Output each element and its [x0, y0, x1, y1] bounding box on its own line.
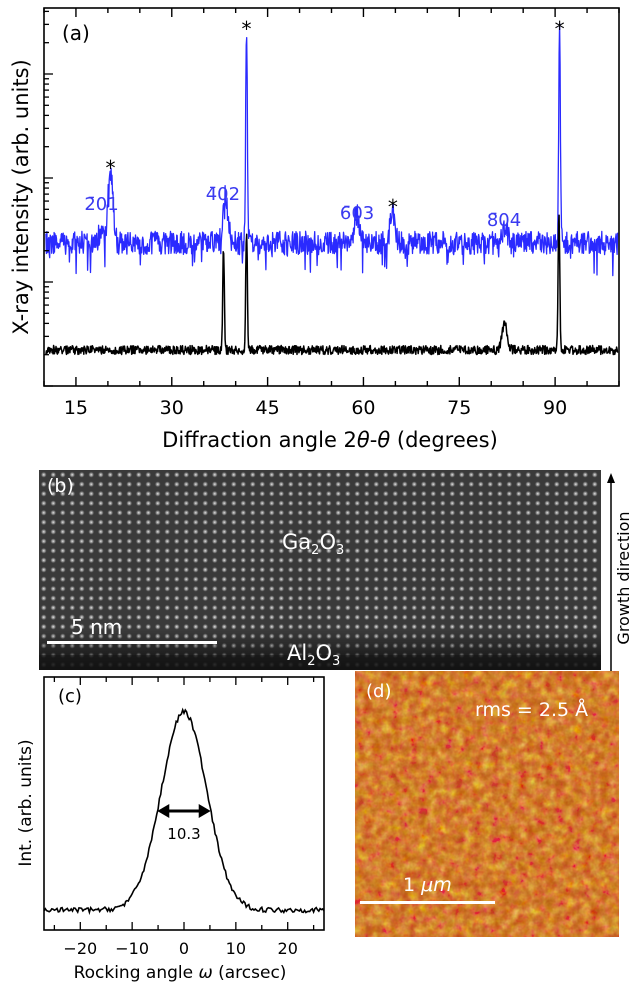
- rocking-x-tick-label: 0: [179, 939, 189, 958]
- rocking-x-axis-label: Rocking angle ω (arcsec): [74, 963, 287, 983]
- xrd-panel-label: (a): [62, 21, 90, 45]
- film-label: Ga2O3: [282, 530, 345, 559]
- rms-label: rms = 2.5 Å: [475, 699, 589, 721]
- fwhm-arrow-right: [198, 804, 211, 818]
- substrate-peak-star: *: [555, 17, 565, 41]
- rocking-curve-panel: −20 −10 0 10 20 (c) Int. (arb. units) Rockin…: [16, 676, 325, 983]
- substrate-peak-star: *: [105, 156, 115, 180]
- xrd-series-line-2: [45, 214, 619, 356]
- rocking-panel-label: (c): [58, 686, 82, 707]
- fwhm-value-label: 10.3: [167, 825, 200, 843]
- xrd-x-tick-label: 75: [447, 397, 471, 419]
- peak-label: 2̄01: [84, 194, 118, 215]
- tem-scalebar: [47, 641, 217, 644]
- rocking-x-tick-label: 20: [278, 939, 298, 958]
- peak-label: 6̄03: [340, 203, 374, 224]
- peak-label: 4̄02: [206, 184, 240, 205]
- fwhm-arrow-left: [157, 804, 170, 818]
- afm-texture: [355, 671, 619, 937]
- afm-scalebar: [360, 901, 495, 904]
- rocking-curve-line: [43, 707, 325, 916]
- xrd-x-tick-label: 60: [351, 397, 375, 419]
- xrd-series-line-1: [45, 22, 619, 277]
- afm-panel-label: (d): [366, 681, 392, 702]
- tem-image: (b) Ga2O3 Al2O3 5 nm: [39, 470, 601, 670]
- growth-direction: Growth direction: [607, 473, 633, 680]
- peak-label: 8̄04: [487, 210, 521, 231]
- xrd-x-tick-label: 90: [543, 397, 567, 419]
- rocking-x-tick-label: −10: [115, 939, 149, 958]
- tem-lattice: [39, 470, 601, 670]
- tem-scalebar-label: 5 nm: [71, 615, 123, 639]
- xrd-panel: 15 30 45 60 75 90 (a) X-ray intensity (arb. u…: [9, 7, 620, 452]
- rocking-y-axis-label: Int. (arb. units): [16, 739, 36, 866]
- substrate-peak-star: *: [388, 195, 398, 219]
- xrd-x-axis-label: Diffraction angle 2θ-θ (degrees): [162, 428, 498, 452]
- growth-direction-label: Growth direction: [614, 511, 633, 644]
- substrate-label: Al2O3: [287, 641, 341, 670]
- xrd-x-tick-label: 30: [160, 397, 184, 419]
- afm-image: (d) rms = 2.5 Å 1 μm: [355, 671, 619, 937]
- tem-panel-label: (b): [47, 475, 74, 497]
- substrate-peak-star: *: [242, 17, 252, 41]
- rocking-x-tick-label: 10: [226, 939, 246, 958]
- xrd-y-axis-label: X-ray intensity (arb. units): [9, 59, 33, 334]
- xrd-x-tick-label: 15: [64, 397, 88, 419]
- rocking-x-tick-label: −20: [63, 939, 97, 958]
- growth-arrow-head: [607, 473, 615, 483]
- xrd-plot-frame: [43, 7, 620, 387]
- afm-scalebar-label: 1 μm: [403, 874, 452, 896]
- xrd-x-tick-label: 45: [256, 397, 280, 419]
